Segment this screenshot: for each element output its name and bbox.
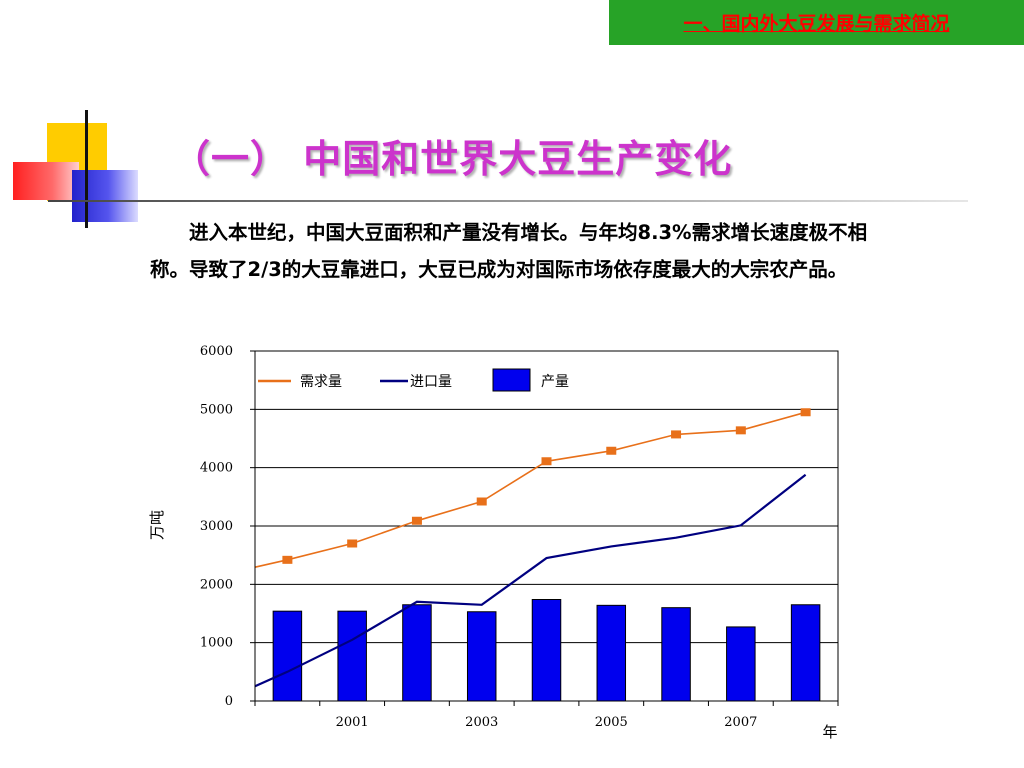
demand-marker xyxy=(476,497,487,506)
legend-label-demand: 需求量 xyxy=(300,374,342,390)
x-tick-label: 2001 xyxy=(336,715,369,730)
production-bar xyxy=(272,610,303,702)
series-lines xyxy=(254,408,811,688)
demand-marker xyxy=(541,457,552,466)
production-bar xyxy=(661,607,691,702)
demand-marker xyxy=(347,539,358,548)
production-bar xyxy=(790,604,821,702)
y-tick-label: 6000 xyxy=(200,344,233,359)
x-tick-label: 2007 xyxy=(724,715,757,730)
production-bar xyxy=(531,599,562,702)
body-paragraph: 进入本世纪，中国大豆面积和产量没有增长。与年均8.3%需求增长速度极不相称。导致… xyxy=(150,221,868,281)
y-tick-label: 4000 xyxy=(200,461,233,476)
chart-legend: 需求量 进口量 产量 xyxy=(258,368,569,392)
decorative-red-block xyxy=(13,162,79,200)
decorative-vertical-line xyxy=(85,110,88,228)
demand-marker xyxy=(800,408,811,417)
demand-marker xyxy=(606,446,617,455)
slide-title: （一） 中国和世界大豆生产变化 xyxy=(172,137,733,181)
production-bar xyxy=(726,626,756,702)
x-axis-title: 年 xyxy=(822,723,837,741)
production-bars xyxy=(272,599,821,702)
y-tick-label: 0 xyxy=(225,694,233,709)
decorative-horizontal-rule xyxy=(48,200,968,202)
axis-labels: 0 1000 2000 3000 4000 5000 6000 2001 2003 2005 200… xyxy=(148,344,839,741)
y-tick-label: 1000 xyxy=(200,636,233,651)
legend-label-production: 产量 xyxy=(541,374,569,390)
legend-label-import: 进口量 xyxy=(410,374,452,390)
production-bar xyxy=(402,604,432,702)
legend-swatch-production xyxy=(492,368,531,392)
y-tick-label: 5000 xyxy=(200,402,233,417)
decorative-blue-block xyxy=(72,170,138,222)
import-line xyxy=(254,473,807,688)
demand-line xyxy=(254,411,806,568)
x-tick-label: 2003 xyxy=(465,715,498,730)
demand-marker xyxy=(671,430,682,439)
demand-marker xyxy=(735,426,746,435)
x-tick-label: 2005 xyxy=(595,715,628,730)
y-tick-label: 2000 xyxy=(200,577,233,592)
demand-marker xyxy=(282,555,293,564)
production-bar xyxy=(337,610,367,702)
y-tick-label: 3000 xyxy=(200,519,233,534)
demand-marker xyxy=(411,516,422,525)
production-bar xyxy=(596,604,627,702)
production-bar xyxy=(466,611,497,702)
section-banner: 一、国内外大豆发展与需求简况 xyxy=(609,0,1024,45)
y-axis-title: 万吨 xyxy=(148,510,166,540)
